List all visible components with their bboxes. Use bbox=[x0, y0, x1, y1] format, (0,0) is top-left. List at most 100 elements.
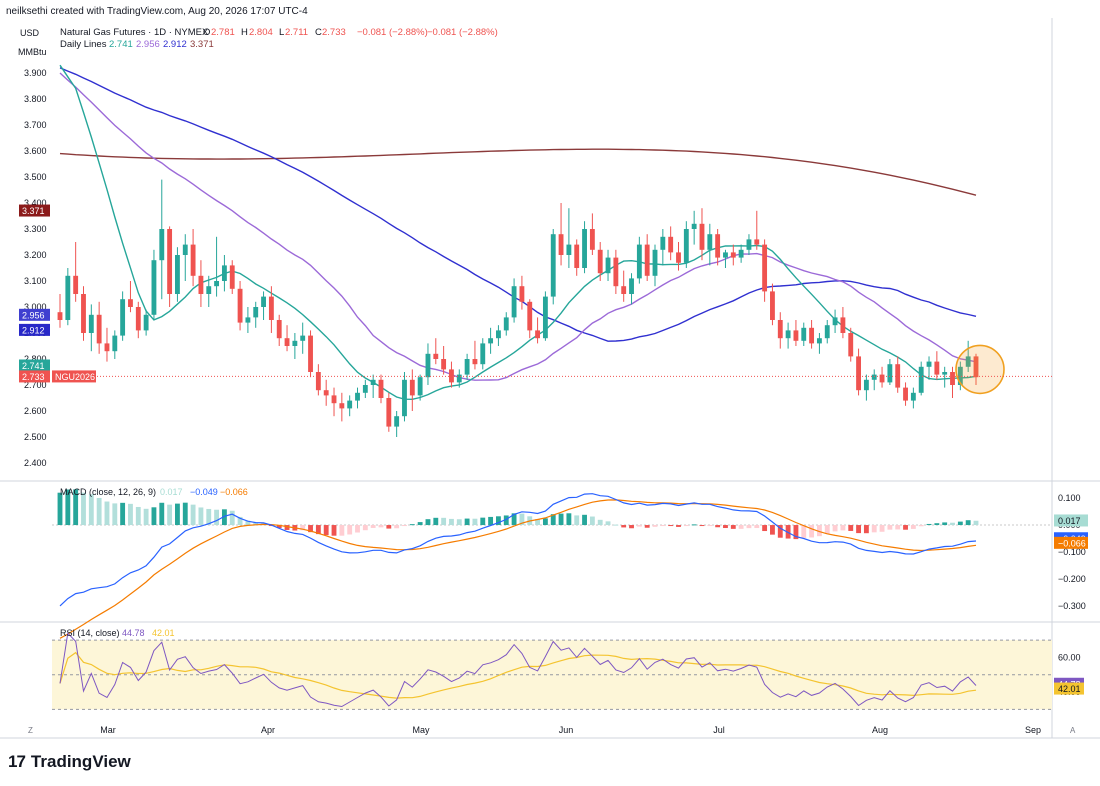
macd-histogram-bar bbox=[120, 502, 126, 526]
macd-histogram-bar bbox=[746, 525, 752, 529]
macd-histogram-bar bbox=[276, 525, 282, 529]
candle-body bbox=[104, 343, 110, 352]
ohlc-value: 2.711 bbox=[285, 27, 308, 38]
price-tick-label: 3.200 bbox=[24, 250, 47, 260]
macd-histogram-bar bbox=[449, 518, 454, 526]
candle-body bbox=[237, 288, 243, 323]
candle-body bbox=[488, 338, 494, 344]
macd-histogram-bar bbox=[793, 525, 799, 540]
candle-body bbox=[81, 294, 86, 333]
macd-histogram-bar bbox=[957, 521, 963, 526]
candle-body bbox=[934, 361, 940, 375]
macd-histogram-bar bbox=[433, 517, 439, 526]
candle-body bbox=[801, 327, 807, 341]
macd-histogram-bar bbox=[660, 525, 666, 527]
candle-body bbox=[629, 278, 634, 294]
candle-body bbox=[636, 244, 642, 279]
macd-histogram-bar bbox=[206, 508, 212, 526]
macd-histogram-bar bbox=[323, 525, 329, 536]
macd-histogram-bar bbox=[824, 525, 830, 534]
candle-body bbox=[973, 356, 979, 378]
candle-body bbox=[723, 252, 728, 258]
macd-histogram-bar bbox=[496, 516, 501, 526]
time-tick-label: Aug bbox=[872, 725, 888, 735]
time-zone-button: Z bbox=[28, 726, 33, 735]
sma-20-line bbox=[59, 64, 977, 401]
rsi-ma-line bbox=[59, 651, 977, 699]
macd-histogram-bar bbox=[57, 492, 63, 526]
macd-histogram-bar bbox=[597, 519, 603, 526]
ohlc-value: H bbox=[241, 27, 248, 38]
candle-body bbox=[558, 234, 564, 255]
macd-histogram-bar bbox=[355, 525, 360, 533]
macd-histogram-bar bbox=[738, 525, 744, 529]
macd-histogram-bar bbox=[785, 525, 791, 539]
overlay-legend-value: 2.956 bbox=[136, 39, 160, 50]
macd-histogram-bar bbox=[214, 509, 220, 526]
price-tag bbox=[19, 359, 50, 372]
macd-histogram-bar bbox=[676, 525, 681, 527]
candle-body bbox=[300, 335, 306, 341]
sma-50-line bbox=[59, 72, 977, 381]
macd-histogram-bar bbox=[668, 525, 674, 527]
candle-body bbox=[793, 330, 799, 341]
macd-histogram-bar bbox=[918, 525, 924, 527]
macd-histogram-bar bbox=[135, 506, 141, 526]
macd-histogram-bar bbox=[574, 515, 580, 526]
macd-histogram-bar bbox=[832, 525, 838, 532]
candle-body bbox=[57, 312, 63, 320]
macd-tick-label: −0.300 bbox=[1058, 601, 1086, 611]
ohlc-value: C bbox=[315, 27, 322, 38]
macd-histogram-bar bbox=[167, 504, 173, 526]
tradingview-logo[interactable]: 17 TradingView bbox=[8, 752, 131, 772]
candle-body bbox=[535, 330, 540, 339]
candle-body bbox=[683, 229, 689, 263]
symbol-title: Natural Gas Futures · 1D · NYMEX bbox=[60, 27, 209, 38]
macd-histogram-bar bbox=[175, 503, 180, 526]
macd-histogram-bar bbox=[542, 518, 548, 526]
candle-body bbox=[65, 275, 71, 320]
macd-histogram-bar bbox=[636, 525, 642, 527]
rsi-tick-label: 60.00 bbox=[1058, 652, 1081, 662]
macd-histogram-bar bbox=[605, 521, 611, 526]
candle-body bbox=[691, 223, 697, 229]
macd-histogram-bar bbox=[182, 502, 188, 526]
macd-histogram-bar bbox=[644, 525, 650, 528]
candle-body bbox=[895, 364, 901, 388]
candle-body bbox=[308, 335, 313, 372]
macd-histogram-bar bbox=[566, 513, 572, 526]
candle-body bbox=[190, 244, 196, 276]
macd-histogram-bar bbox=[190, 504, 196, 526]
price-tick-label: 3.000 bbox=[24, 302, 47, 312]
candle-body bbox=[957, 366, 963, 385]
candle-body bbox=[965, 356, 971, 367]
macd-histogram-bar bbox=[245, 520, 251, 526]
price-tick-label: 3.500 bbox=[24, 172, 47, 182]
candle-body bbox=[480, 343, 486, 365]
macd-tag-text: 0.017 bbox=[1058, 516, 1081, 526]
candle-body bbox=[676, 252, 681, 263]
currency-label: USD bbox=[20, 28, 40, 38]
macd-histogram-bar bbox=[81, 492, 86, 526]
candle-body bbox=[128, 299, 133, 307]
macd-histogram-bar bbox=[519, 513, 525, 526]
macd-histogram-bar bbox=[535, 519, 540, 526]
macd-histogram-bar bbox=[331, 525, 337, 536]
macd-histogram-bar bbox=[315, 525, 321, 535]
time-tick-label: May bbox=[412, 725, 430, 735]
price-tag-text: 2.741 bbox=[22, 361, 45, 371]
macd-histogram-bar bbox=[691, 524, 697, 526]
overlay-legend-value: 2.741 bbox=[109, 39, 133, 50]
candle-body bbox=[582, 229, 587, 268]
price-tag-text: 2.912 bbox=[22, 325, 45, 335]
macd-tick-label: −0.100 bbox=[1058, 547, 1086, 557]
candle-body bbox=[347, 400, 353, 409]
macd-histogram-bar bbox=[652, 525, 658, 527]
tradingview-wordmark: TradingView bbox=[30, 752, 131, 771]
macd-tag bbox=[1054, 514, 1088, 527]
price-tag-text: 3.371 bbox=[22, 206, 45, 216]
macd-tag-text: −0.066 bbox=[1058, 538, 1086, 548]
candle-body bbox=[652, 249, 658, 276]
macd-histogram-bar bbox=[863, 525, 869, 534]
